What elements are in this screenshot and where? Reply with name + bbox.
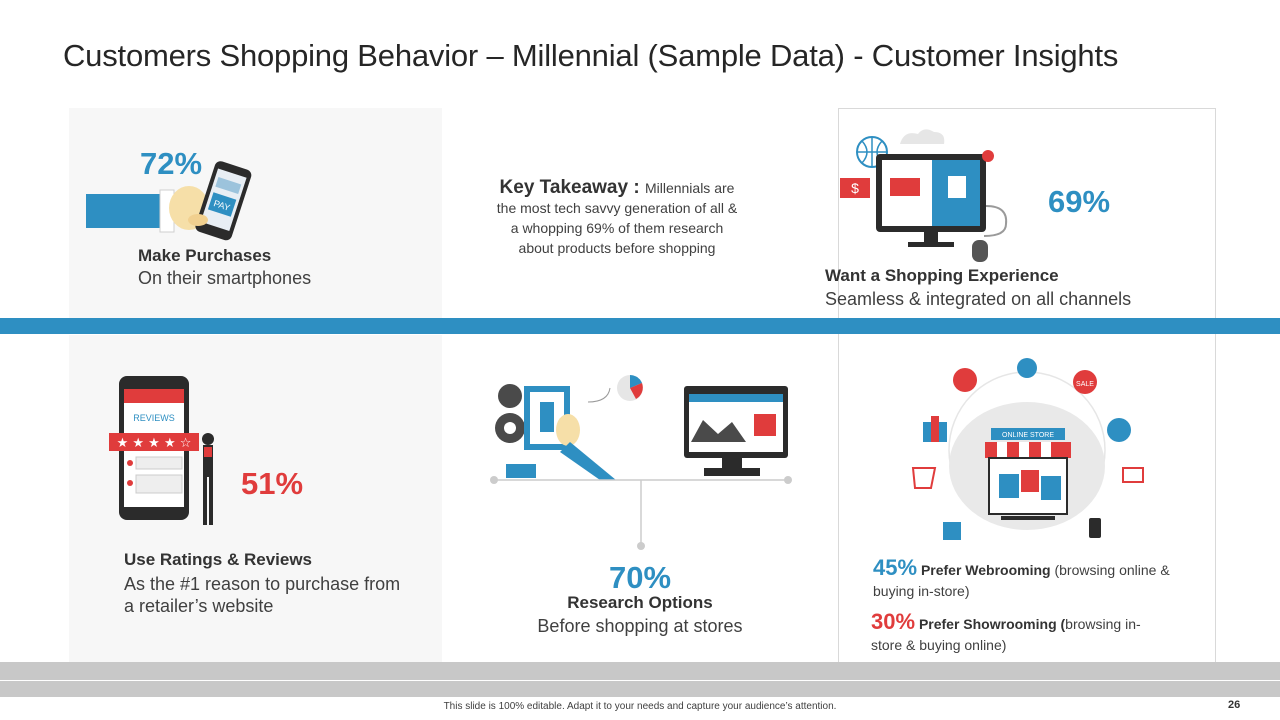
showrooming-label: Prefer Showrooming ( — [918, 616, 1066, 632]
purchases-text: On their smartphones — [138, 268, 312, 288]
phone-reviews-icon: REVIEWS ★ ★ ★ ★ ☆ — [108, 375, 223, 527]
purchases-percent: 72% — [140, 146, 203, 181]
reviews-heading: Use Ratings & Reviews — [124, 550, 313, 569]
takeaway-line: a whopping 69% of them research — [510, 220, 724, 236]
webrooming-detail: (browsing online & — [1050, 562, 1170, 578]
divider-band — [0, 318, 1280, 334]
svg-text:★ ★ ★ ★ ☆: ★ ★ ★ ★ ☆ — [117, 436, 192, 451]
showrooming-line-1: 30% Prefer Showrooming (browsing in- — [871, 611, 1171, 635]
takeaway-lead: Millennials are — [644, 180, 735, 196]
webrooming-block: 45% Prefer Webrooming (browsing online &… — [873, 557, 1173, 602]
research-heading: Research Options — [567, 593, 713, 612]
online-store-label: ONLINE STORE — [1002, 432, 1054, 439]
reviews-text-line: As the #1 reason to purchase from — [124, 574, 401, 594]
reviews-percent: 51% — [241, 466, 304, 501]
webrooming-line-1: 45% Prefer Webrooming (browsing online & — [873, 557, 1173, 581]
research-percent: 70% — [608, 560, 672, 595]
research-text: Before shopping at stores — [537, 616, 743, 636]
reviews-text: As the #1 reason to purchase from a reta… — [124, 573, 400, 617]
research-devices-icon — [488, 372, 798, 552]
webrooming-line-2: buying in-store) — [873, 583, 970, 599]
footer-band — [0, 662, 1280, 697]
pay-label: PAY — [212, 198, 231, 213]
omnichannel-monitor-icon: $ — [838, 126, 1013, 266]
experience-text: Seamless & integrated on all channels — [825, 289, 1132, 309]
takeaway-line: about products before shopping — [518, 240, 716, 256]
page-title: Customers Shopping Behavior – Millennial… — [63, 38, 1119, 73]
reviews-text-line: a retailer’s website — [124, 596, 274, 616]
page-number: 26 — [1228, 699, 1241, 711]
experience-heading: Want a Shopping Experience — [825, 266, 1059, 285]
online-store-icon: ONLINE STORE SALE — [905, 350, 1150, 545]
sale-label: SALE — [1076, 381, 1094, 388]
footer-line — [0, 680, 1280, 681]
footer-note: This slide is 100% editable. Adapt it to… — [443, 701, 837, 712]
showrooming-line-2: store & buying online) — [871, 637, 1007, 653]
showrooming-detail: browsing in- — [1065, 616, 1141, 632]
takeaway-line: the most tech savvy generation of all & — [496, 200, 738, 216]
experience-percent: 69% — [1048, 184, 1111, 219]
reviews-label: REVIEWS — [133, 413, 175, 423]
key-takeaway: Key Takeaway : Millennials are the most … — [472, 178, 762, 258]
showrooming-percent: 30% — [871, 609, 916, 634]
takeaway-heading: Key Takeaway : — [499, 177, 645, 198]
svg-text:$: $ — [851, 180, 859, 196]
webrooming-percent: 45% — [873, 555, 918, 580]
showrooming-block: 30% Prefer Showrooming (browsing in- sto… — [871, 611, 1171, 656]
webrooming-label: Prefer Webrooming — [920, 562, 1051, 578]
takeaway-first-line: Key Takeaway : Millennials are — [472, 178, 762, 198]
purchases-heading: Make Purchases — [138, 246, 272, 265]
hand-phone-pay-icon: PAY — [86, 160, 256, 244]
